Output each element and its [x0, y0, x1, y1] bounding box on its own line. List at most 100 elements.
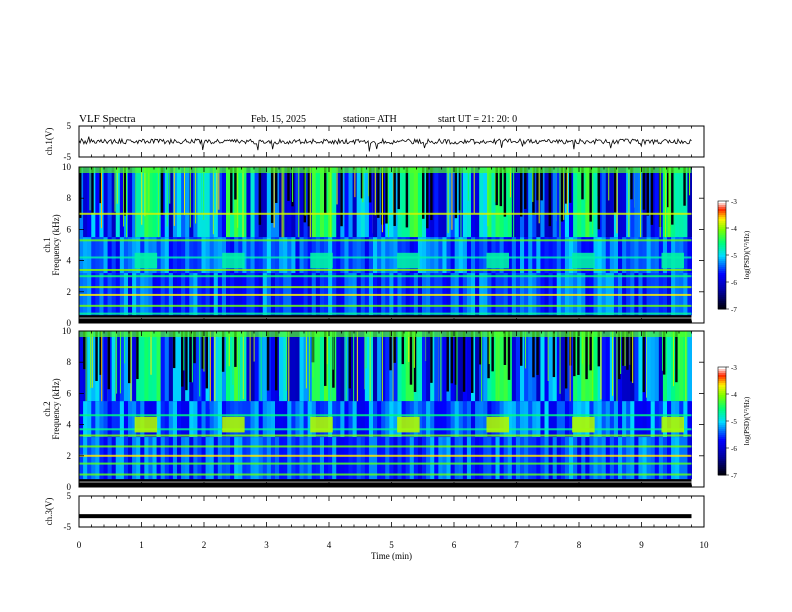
spectrogram-cell — [336, 401, 341, 438]
dark-streak — [667, 167, 670, 208]
spectrogram-cell — [593, 167, 599, 238]
sferic-spike — [126, 167, 128, 239]
ch3-wave-tick-label: -5 — [64, 522, 72, 532]
colorbar-step — [718, 229, 726, 232]
sferic-spike — [592, 167, 594, 234]
spectrogram-cell — [442, 401, 447, 438]
spectrogram-cell — [226, 437, 231, 480]
spectrogram-cell — [556, 167, 562, 238]
colorbar-step — [718, 211, 726, 214]
burst — [134, 416, 158, 433]
spectrogram-cell — [91, 237, 96, 274]
ch1-spec-tick-label: 4 — [67, 256, 72, 266]
spectrogram-cell — [405, 331, 411, 402]
spectrogram-cell — [426, 401, 431, 438]
ch1-spec-tick-label: 0 — [67, 318, 72, 328]
spectrogram-cell — [107, 437, 113, 480]
spectrogram-cell — [291, 401, 296, 438]
dark-streak — [630, 167, 633, 200]
top-band — [79, 331, 692, 337]
dark-streak — [462, 331, 466, 392]
colorbar-step — [718, 467, 726, 470]
sferic-spike — [481, 331, 483, 418]
spectrogram-cell — [217, 331, 223, 402]
spectrogram-cell — [683, 237, 688, 274]
spectrogram-cell — [115, 237, 121, 274]
spectrogram-cell — [230, 437, 235, 480]
ch2-spec-axis-label: Frequency (kHz) — [51, 378, 61, 439]
sferic-spike — [392, 167, 394, 214]
colorbar-step — [718, 239, 726, 242]
spectrogram-cell — [87, 437, 92, 480]
dark-streak — [128, 331, 131, 384]
colorbar-step — [718, 299, 726, 302]
spectrogram-cell — [115, 437, 121, 480]
spectrogram-cell — [144, 167, 149, 238]
spectrogram-cell — [483, 437, 488, 480]
spectrogram-cell — [646, 437, 652, 480]
sferic-spike — [640, 167, 642, 255]
spectrogram-cell — [193, 401, 198, 438]
spectrogram-cell — [287, 401, 292, 438]
spectrogram-cell — [458, 401, 464, 438]
sferic-spike — [662, 331, 664, 371]
spectrogram-cell — [609, 167, 615, 238]
colorbar-step — [718, 381, 726, 384]
dark-streak — [569, 167, 572, 203]
spectrogram-cell — [95, 237, 100, 274]
spectrogram-cell — [364, 237, 370, 274]
spectral-line — [79, 275, 692, 278]
spectrogram-cell — [658, 437, 664, 480]
spectrogram-cell — [413, 167, 419, 238]
x-tick-label: 6 — [452, 540, 457, 550]
spectrogram-cell — [524, 437, 529, 480]
spectrogram-cell — [344, 401, 349, 438]
spectrogram-cell — [675, 437, 680, 480]
spectrogram-cell — [462, 167, 468, 238]
spectrogram-cell — [618, 237, 623, 274]
spectrogram-cell — [360, 437, 366, 480]
spectrogram-cell — [654, 401, 660, 438]
spectrogram-cell — [119, 237, 125, 274]
spectrogram-cell — [168, 167, 174, 238]
sferic-spike — [547, 331, 549, 381]
spectrogram-cell — [250, 331, 256, 402]
spectrogram-cell — [197, 437, 202, 480]
spectrogram-cell — [128, 237, 133, 274]
sferic-spike — [646, 331, 648, 398]
spectrogram-cell — [618, 401, 623, 438]
sferic-spike — [566, 167, 568, 215]
sferic-spike — [288, 331, 290, 407]
colorbar-step — [718, 449, 726, 452]
spectrogram-cell — [209, 437, 215, 480]
spectrogram-cell — [258, 401, 264, 438]
spectrogram-cell — [352, 167, 358, 238]
sferic-spike — [532, 167, 534, 202]
sferic-spike — [101, 331, 103, 402]
spectrogram-cell — [601, 167, 607, 238]
x-tick-label: 8 — [577, 540, 582, 550]
spectrogram-cell — [373, 437, 378, 480]
sferic-spike — [209, 331, 211, 410]
sferic-spike — [237, 167, 239, 228]
spectrogram-cell — [483, 401, 488, 438]
spectrogram-cell — [515, 331, 521, 402]
spectrogram-cell — [144, 331, 149, 402]
spectrogram-cell — [193, 331, 198, 402]
dark-streak — [573, 331, 576, 377]
spectrogram-cell — [332, 237, 337, 274]
spectrogram-cell — [687, 237, 692, 274]
ch2-spec-tick-label: 8 — [67, 357, 72, 367]
spectrogram-cell — [107, 167, 113, 238]
sferic-spike — [286, 331, 288, 391]
spectrogram-cell — [622, 331, 627, 402]
spectrogram-cell — [524, 401, 529, 438]
dark-streak — [340, 167, 343, 227]
spectrogram-cell — [160, 437, 166, 480]
colorbar-step — [718, 291, 726, 294]
spectrogram-cell — [270, 401, 276, 438]
dark-streak — [597, 331, 601, 367]
dark-streak — [234, 167, 237, 200]
dark-streak — [234, 331, 237, 367]
spectrogram-cell — [177, 237, 182, 274]
